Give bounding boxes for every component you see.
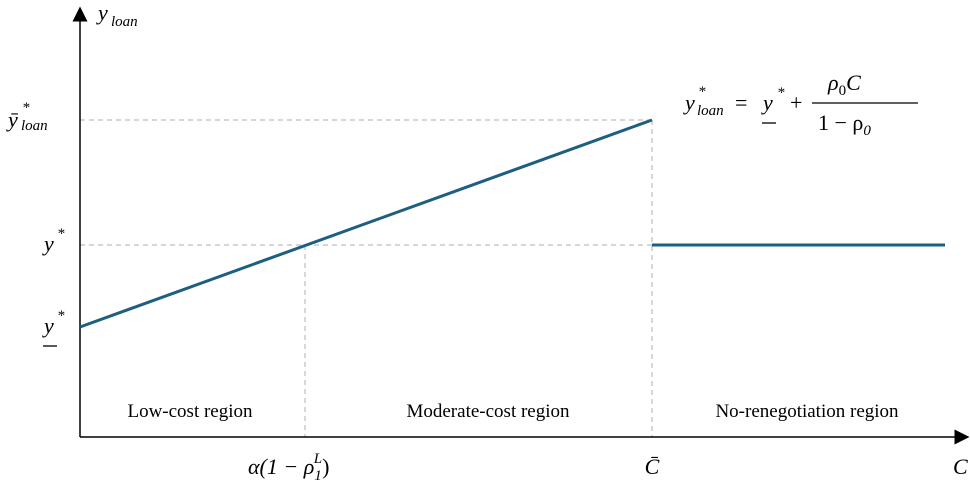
denominator-sub: 0 (863, 123, 871, 139)
x-tick-sub: 1 (314, 468, 322, 484)
x-axis-label: C (953, 454, 968, 479)
x-tick-sup: L (313, 451, 322, 467)
equation-equals: = (735, 90, 747, 115)
numerator-base: ρ (827, 70, 839, 95)
y-tick-label: ȳ (6, 107, 19, 132)
x-tick-label: α(1 − ρ1L) (248, 451, 329, 484)
region-label: Low-cost region (127, 401, 253, 422)
numerator-tail: C (846, 70, 861, 95)
x-tick-base: α(1 − ρ (248, 454, 314, 479)
equation-rhs-sup: * (777, 85, 785, 101)
equation-rhs: y (761, 90, 773, 115)
numerator-sub: 0 (839, 83, 847, 99)
guide-lines (80, 119, 653, 437)
x-tick-tail: ) (322, 454, 329, 479)
rising-segment (79, 118, 653, 329)
x-tick-label: C̄ (645, 454, 660, 479)
equation-plus: + (790, 90, 802, 115)
equation-lhs-sub: loan (697, 103, 724, 119)
y-tick-sup: * (57, 226, 65, 242)
region-label: No-renegotiation region (715, 401, 899, 422)
y-axis-label: y (96, 0, 108, 25)
equation-lhs-sup: * (698, 84, 706, 100)
y-tick-label: y (42, 313, 54, 338)
region-label: Moderate-cost region (406, 401, 570, 422)
equation-numerator: ρ0C (827, 70, 861, 99)
y-tick-sub: loan (21, 118, 48, 134)
equation-denominator: 1 − ρ0 (818, 110, 871, 139)
y-tick-sup: * (57, 308, 65, 324)
y-axis-label-sub: loan (111, 14, 138, 30)
denominator-base: 1 − ρ (818, 110, 863, 135)
y-tick-sup: * (22, 100, 30, 116)
equation-lhs: y (683, 90, 695, 115)
y-tick-label: y (42, 231, 54, 256)
